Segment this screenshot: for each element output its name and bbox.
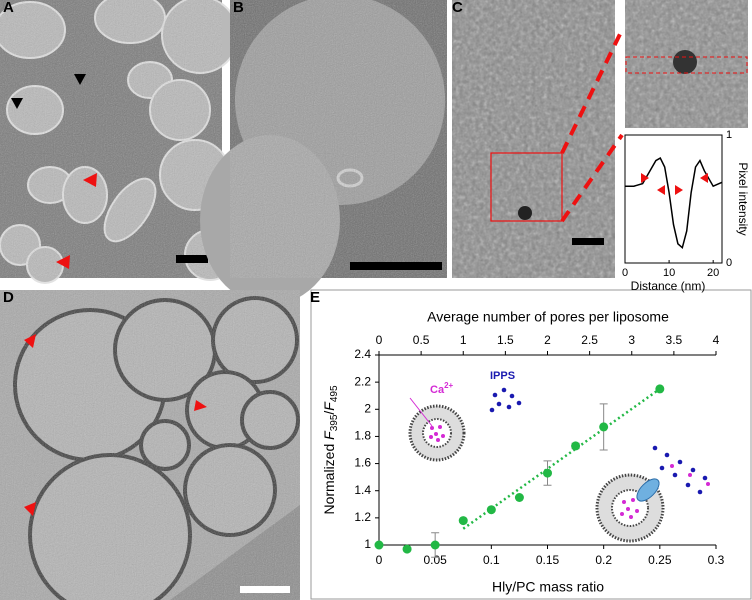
data-point — [571, 441, 581, 451]
y-title-part: F — [321, 401, 337, 411]
data-point — [655, 384, 665, 394]
panel-label: D — [3, 289, 14, 306]
data-point — [486, 505, 496, 515]
y-axis-title: Normalized F395/F495 — [321, 385, 340, 515]
y-title-part: 395 — [329, 414, 340, 431]
x2-tick-label: 2.5 — [581, 333, 598, 347]
y-tick-label: 1.2 — [354, 510, 371, 524]
data-point — [402, 544, 412, 554]
x-tick-label: 0.1 — [483, 553, 500, 567]
arrow — [675, 185, 683, 195]
panel-label: C — [452, 0, 463, 16]
y-title-part: Normalized — [321, 440, 337, 515]
panel-label: E — [310, 289, 320, 306]
data-point — [458, 516, 468, 526]
micrograph-c — [452, 0, 748, 278]
micrograph-d — [0, 290, 300, 600]
x2-tick-label: 0.5 — [413, 333, 430, 347]
x2-tick-label: 4 — [713, 333, 720, 347]
y-tick-label: 1 — [726, 129, 732, 141]
x-tick-label: 0.25 — [648, 553, 672, 567]
panel-label: B — [233, 0, 244, 16]
y-tick-label: 0 — [726, 257, 732, 269]
x2-tick-label: 0 — [376, 333, 383, 347]
annotation-ion: Ca2+ — [430, 381, 454, 396]
arrow — [700, 173, 708, 183]
data-point — [430, 540, 440, 550]
x-tick-label: 0.3 — [708, 553, 725, 567]
panel-label: A — [3, 0, 14, 16]
x2-tick-label: 3 — [628, 333, 635, 347]
micrograph-b — [200, 0, 447, 305]
x2-tick-label: 3.5 — [666, 333, 683, 347]
data-point — [374, 540, 384, 550]
y-title-part: F — [321, 430, 337, 440]
ion-text: Ca — [430, 384, 445, 396]
annotation-probe: IPPS — [490, 370, 515, 382]
x-tick-label: 0.05 — [423, 553, 447, 567]
x2-tick-label: 1 — [460, 333, 467, 347]
x-axis-title: Hly/PC mass ratio — [492, 579, 604, 595]
x-tick-label: 0 — [622, 267, 628, 279]
data-point — [599, 422, 609, 432]
x-tick-label: 20 — [707, 267, 719, 279]
y-tick-label: 1.4 — [354, 483, 371, 497]
y-tick-label: 2.4 — [354, 347, 371, 361]
profile-y-title: Pixel intensity — [736, 162, 750, 235]
trendline — [462, 387, 661, 530]
liposome-right — [595, 445, 710, 543]
profile-x-title: Distance (nm) — [631, 279, 706, 293]
y-tick-label: 2 — [364, 401, 371, 415]
liposome-left — [408, 387, 522, 462]
y-tick-label: 2.2 — [354, 374, 371, 388]
y-tick-label: 1.6 — [354, 456, 371, 470]
y-tick-label: 1 — [364, 537, 371, 551]
x2-tick-label: 2 — [544, 333, 551, 347]
y-tick-label: 1.8 — [354, 429, 371, 443]
y-title-part: 495 — [329, 385, 340, 402]
x-tick-label: 10 — [663, 267, 675, 279]
x-tick-label: 0.2 — [595, 553, 612, 567]
x2-tick-label: 1.5 — [497, 333, 514, 347]
ion-charge: 2+ — [444, 381, 453, 390]
profile-line — [625, 156, 723, 249]
panel-e-frame — [310, 289, 752, 600]
data-point — [514, 493, 524, 502]
x-tick-label: 0.15 — [536, 553, 560, 567]
y-title-part: / — [321, 411, 337, 415]
arrow — [657, 185, 665, 195]
profile-plot-area — [624, 134, 723, 264]
arrow — [641, 173, 649, 183]
x-tick-label: 0 — [376, 553, 383, 567]
x2-axis-title: Average number of pores per liposome — [427, 309, 669, 325]
data-point — [543, 468, 552, 478]
